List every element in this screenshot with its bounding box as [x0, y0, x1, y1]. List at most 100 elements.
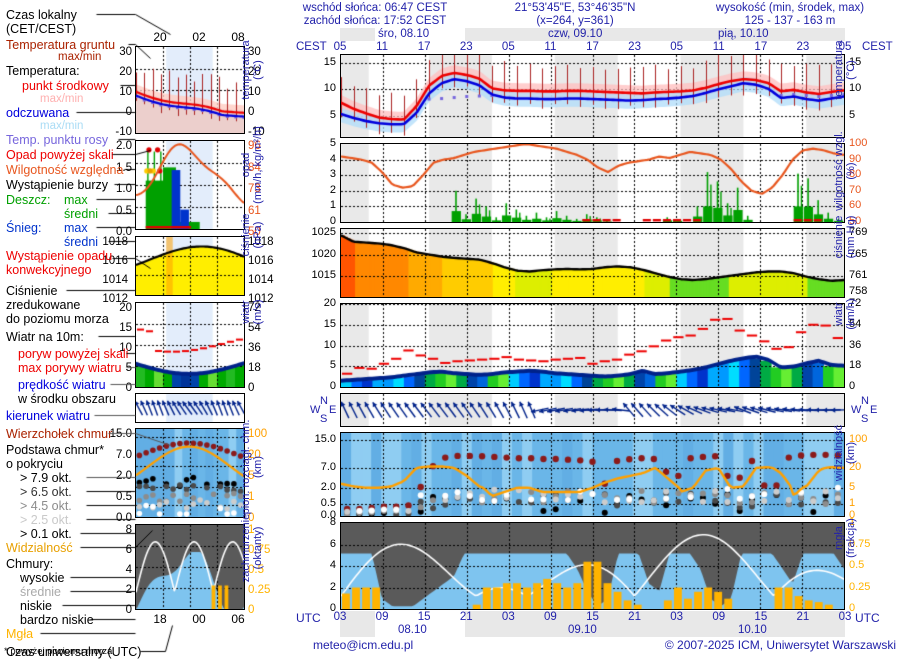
tick-wind-R-2: 36 [849, 338, 862, 351]
legend-panel: 20 02 08 18 00 06 30 20 10 0 -10 30 20 10 0 -10 2.0 1.5 1.… [0, 0, 274, 660]
panel-wind [340, 303, 845, 388]
utc-tick-9: 09 [712, 611, 726, 623]
tick-wind-R-4: 0 [849, 380, 856, 392]
mini-time-top-1: 02 [192, 30, 206, 44]
utc-tick-7: 21 [628, 611, 641, 623]
utc-tick-11: 21 [796, 611, 810, 623]
tick-wind-L-4: 0 [329, 380, 336, 392]
tick-pressure-R-3: 758 [849, 284, 868, 297]
legend-label-cloud-base1: Podstawa chmur* [6, 443, 104, 457]
utc-tick-12: 03 [838, 611, 852, 623]
axis-title-fog-right-inner: mgła (frakcja) [833, 518, 857, 558]
legend-label-cl-high: wysokie [20, 571, 65, 585]
compass-s: S [861, 413, 869, 425]
legend-label-pressure1: Ciśnienie [6, 284, 58, 298]
panel-precip-canvas [341, 144, 844, 222]
legend-scale-cloud-4: 0.0 [116, 512, 132, 524]
utc-tick-row: 03 09 15 21 03 09 15 21 03 09 15 21 03 08.10 09.10 10.1… [334, 611, 851, 637]
legend-scale-cover-4: 0 [125, 604, 132, 616]
legend-label-okt65: > 6.5 okt. [20, 485, 72, 499]
tick-precip-L-0: 5 [329, 137, 336, 149]
cest-tick-2: 17 [417, 41, 431, 53]
legend-label-okt25: > 2.5 okt. [20, 513, 72, 527]
mini-panel-m_temp [135, 46, 245, 134]
tick-precip-R-0: 100 [849, 137, 868, 149]
mini-m_temp-canvas [136, 47, 244, 133]
tick-clouds-L-3: 0.5 [320, 497, 336, 510]
elevation-label: wysokość (min, środek, max) [715, 2, 865, 14]
utc-tick-4: 03 [501, 611, 515, 623]
legend-scale-cloud-3: 0.5 [116, 491, 132, 503]
tick-pressure-R-0: 769 [849, 226, 868, 239]
mini-m_dir-canvas [136, 394, 244, 422]
legend-scale-temp-1: 20 [119, 66, 132, 78]
utc-label-left: UTC [296, 611, 321, 625]
legend-label-snow-avg: średni [64, 235, 99, 249]
tick-wind-R-0: 72 [849, 297, 862, 309]
tick-temperature-L-0: 15 [323, 56, 336, 69]
tick-temperature-R-2: 5 [849, 108, 856, 121]
utc-day-label-1: 09.10 [568, 624, 597, 636]
tick-temperature-R-1: 10 [849, 82, 862, 95]
legend-label-conv1: Wystąpienie opadu [6, 249, 113, 263]
cest-tick-1: 11 [376, 41, 389, 53]
utc-day-label-2: 10.10 [738, 624, 767, 636]
tick-precip-R-5: 50 [849, 215, 862, 227]
legend-label-humidity: Wilgotność względna [6, 163, 124, 177]
day-label-cest-0: śro, 08.10 [378, 28, 430, 40]
cest-tick-row: 05 11 17 23 05 11 17 23 05 11 17 23 05 [334, 41, 852, 54]
tick-clouds-L-2: 2.0 [320, 480, 336, 493]
legend-scale-cloud-2: 2.0 [116, 470, 132, 482]
tick-precip-L-5: 0 [329, 215, 336, 227]
mini-m_pres-canvas [136, 237, 244, 295]
utc-day-band [805, 611, 845, 637]
tick-wind-L-0: 20 [323, 297, 336, 309]
sun-times: wschód słońca: 06:47 CEST zachód słońca:… [270, 2, 480, 28]
legend-scale-wind-r-4: 0 [248, 382, 255, 394]
legend-label-ground-temp-2: max/min [58, 51, 102, 63]
cest-tick-4: 05 [501, 41, 515, 53]
mini-time-bot-1: 00 [192, 612, 206, 626]
mini-panel-m_wind [135, 302, 245, 388]
tick-cover-L-1: 6 [329, 537, 336, 550]
cest-label-left: CEST [296, 41, 327, 53]
grid-text: (x=264, y=361) [536, 15, 614, 27]
legend-label-pressure2: zredukowane [6, 298, 81, 312]
mini-panel-m_prec [135, 140, 245, 230]
legend-label-cl-verylow: bardzo niskie [20, 613, 94, 627]
tick-cover-L-3: 2 [329, 580, 336, 593]
contact-email[interactable]: meteo@icm.edu.pl [313, 638, 414, 652]
tick-pressure-L-0: 1025 [311, 226, 336, 239]
tick-clouds-R-1: 20 [849, 460, 862, 473]
tick-temperature-L-1: 10 [323, 82, 336, 95]
tick-cover-R-0: 1 [849, 516, 856, 528]
tick-temperature-L-2: 5 [329, 108, 336, 121]
cest-tick-12: 05 [838, 41, 852, 53]
panel-winddir [340, 393, 845, 427]
utc-tick-0: 03 [333, 611, 347, 623]
tick-wind-R-1: 54 [849, 317, 862, 330]
tick-pressure-R-1: 765 [849, 247, 868, 260]
tick-clouds-R-0: 100 [849, 433, 868, 446]
axis-title-wind-right-inner: wiatr (km/h) [833, 297, 857, 330]
panel-precip [340, 143, 845, 223]
legend-scale-press-2: 1014 [102, 274, 128, 286]
panel-clouds-canvas [341, 433, 844, 516]
legend-label-cl-low: niskie [20, 599, 52, 613]
axis-title-cover-left-inner: zachmurzenie (oktanty) [240, 513, 264, 583]
panel-pressure-canvas [341, 229, 844, 297]
compass-w: W [851, 404, 862, 416]
sunrise-text: wschód słońca: 06:47 CEST [302, 2, 448, 14]
cest-tick-10: 17 [754, 41, 768, 53]
tick-precip-R-3: 70 [849, 183, 862, 196]
tick-precip-L-2: 3 [329, 168, 336, 181]
legend-label-snow-max: max [64, 221, 88, 235]
mini-panel-m_cld [135, 428, 245, 518]
mini-time-bot-2: 06 [231, 612, 245, 626]
panel-temperature [340, 54, 845, 138]
day-header-row: śro, 08.10 czw, 09.10 pią, 10.10 [340, 28, 845, 41]
cest-tick-6: 17 [586, 41, 599, 53]
panel-cover [340, 522, 845, 610]
utc-tick-6: 15 [586, 611, 599, 623]
mini-panel-m_pres [135, 236, 245, 296]
